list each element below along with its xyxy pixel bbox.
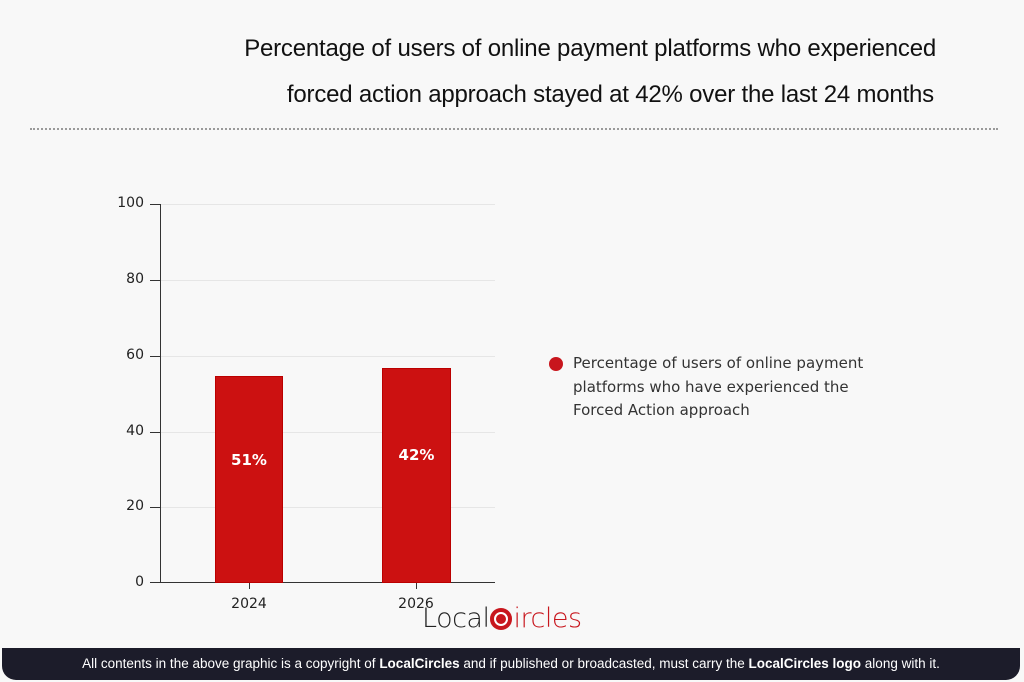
y-tick	[150, 432, 160, 433]
bar-value-label: 51%	[231, 451, 267, 469]
y-tick	[150, 356, 160, 357]
chart-title-line-1: Percentage of users of online payment pl…	[244, 35, 936, 62]
legend-line: platforms who have experienced the	[573, 377, 849, 396]
y-tick-label: 40	[126, 423, 144, 439]
y-tick-label: 100	[117, 195, 144, 211]
y-tick-label: 0	[135, 574, 144, 590]
x-tick-label: 2026	[398, 596, 434, 612]
chart-title: Percentage of users of online payment pl…	[140, 26, 950, 118]
y-tick-label: 20	[126, 498, 144, 514]
y-tick	[150, 507, 160, 508]
bar-2024: 51%	[215, 376, 283, 583]
legend-marker-icon	[549, 357, 563, 371]
plot-area	[160, 204, 495, 583]
gridline-20	[160, 507, 495, 508]
gridline-40	[160, 432, 495, 433]
legend-label: Percentage of users of online payment pl…	[573, 352, 863, 423]
localcircles-logo: Local ircles	[422, 603, 582, 634]
x-tick-label: 2024	[231, 596, 267, 612]
footer-text: All contents in the above graphic is a c…	[82, 656, 380, 671]
footer-text: along with it.	[861, 656, 940, 671]
x-tick	[249, 583, 250, 589]
footer-text: and if published or broadcasted, must ca…	[459, 656, 749, 671]
gridline-60	[160, 356, 495, 357]
y-tick	[150, 204, 160, 205]
gridline-100	[160, 204, 495, 205]
title-divider	[30, 128, 998, 130]
bar-value-label: 42%	[398, 446, 435, 464]
x-tick	[416, 583, 417, 589]
gridline-80	[160, 280, 495, 281]
bar-2026: 42%	[382, 368, 451, 583]
x-axis	[150, 582, 495, 583]
y-tick-label: 80	[126, 271, 144, 287]
legend-line: Percentage of users of online payment	[573, 354, 864, 372]
footer-brand-logo: LocalCircles logo	[748, 656, 862, 671]
footer-brand: LocalCircles	[379, 656, 460, 671]
legend-line: Forced Action approach	[573, 401, 750, 419]
logo-text-local: Local	[422, 603, 490, 634]
logo-text-ircles: ircles	[513, 603, 582, 634]
chart-title-line-2: forced action approach stayed at 42% ove…	[286, 81, 934, 108]
copyright-footer: All contents in the above graphic is a c…	[2, 648, 1020, 680]
logo-pin-icon	[490, 608, 513, 630]
y-tick-label: 60	[126, 347, 144, 363]
y-tick	[150, 280, 160, 281]
y-axis	[160, 204, 161, 583]
